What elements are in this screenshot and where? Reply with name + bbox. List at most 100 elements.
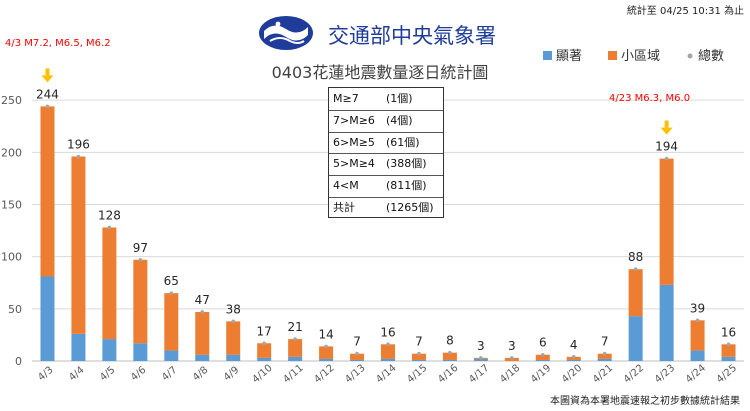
summary-label: M≥7 xyxy=(333,92,359,105)
bar-small-area xyxy=(350,353,365,360)
total-label: 3 xyxy=(477,339,485,353)
total-marker xyxy=(448,350,452,355)
x-tick-label: 4/7 xyxy=(160,365,179,384)
x-tick-label: 4/17 xyxy=(467,363,491,386)
total-marker xyxy=(107,225,112,230)
bar-notable xyxy=(690,350,705,361)
bars xyxy=(40,104,736,361)
bar-notable xyxy=(566,359,581,361)
bar-small-area xyxy=(133,259,148,344)
x-tick-label: 4/25 xyxy=(715,363,739,386)
total-label: 14 xyxy=(318,327,333,341)
total-marker xyxy=(231,319,236,324)
bar-small-area xyxy=(535,354,550,360)
total-marker xyxy=(200,310,205,314)
total-label: 128 xyxy=(98,208,121,222)
y-tick-label: 50 xyxy=(8,303,22,316)
chart-title: 0403花蓮地震數量逐日統計圖 xyxy=(272,63,489,82)
bar-notable xyxy=(319,358,334,361)
total-marker xyxy=(695,318,700,323)
x-tick-label: 4/20 xyxy=(560,363,584,386)
total-label: 7 xyxy=(415,335,423,349)
bar-notable xyxy=(473,358,488,361)
bar-notable xyxy=(597,358,612,361)
bar-small-area xyxy=(257,343,272,358)
total-marker xyxy=(726,342,731,347)
summary-value: (61個) xyxy=(386,135,420,149)
legend-label-notable: 顯著 xyxy=(556,49,582,64)
footer-note: 本圖資為本署地震速報之初步數據統計結果 xyxy=(550,396,740,407)
total-label: 8 xyxy=(446,334,454,348)
bar-small-area xyxy=(721,344,736,357)
total-marker xyxy=(293,337,297,341)
bar-notable xyxy=(71,333,86,361)
x-tick-label: 4/18 xyxy=(498,363,522,386)
summary-label: 6>M≥5 xyxy=(333,135,375,149)
total-label: 16 xyxy=(380,325,395,339)
bar-small-area xyxy=(411,353,426,360)
bar-notable xyxy=(102,339,117,361)
bar-small-area xyxy=(195,311,210,355)
bar-small-area xyxy=(597,353,612,359)
arrow-shaft xyxy=(45,68,50,76)
x-tick-label: 4/5 xyxy=(98,365,117,384)
bar-small-area xyxy=(319,346,334,359)
legend-marker-total xyxy=(687,53,693,59)
agency-name: 交通部中央氣象署 xyxy=(328,24,496,48)
arrow-head xyxy=(41,75,54,83)
bar-small-area xyxy=(628,269,643,317)
bar-small-area xyxy=(164,293,179,351)
x-tick-label: 4/6 xyxy=(129,365,148,384)
arrow-shaft xyxy=(664,120,669,128)
bar-notable xyxy=(350,359,365,361)
summary-row: M≥7 (1個) xyxy=(329,88,443,111)
summary-row: 4<M (811個) xyxy=(329,175,443,198)
total-marker xyxy=(664,156,669,161)
total-marker xyxy=(540,352,545,357)
summary-label: 7>M≥6 xyxy=(333,113,375,127)
bar-notable xyxy=(659,284,674,361)
cwa-logo-icon xyxy=(259,16,313,50)
total-marker xyxy=(633,267,638,271)
x-tick-label: 4/11 xyxy=(281,363,305,386)
total-marker xyxy=(417,351,421,356)
total-label: 88 xyxy=(628,250,643,264)
x-tick-label: 4/19 xyxy=(529,363,553,386)
summary-value: (4個) xyxy=(386,113,413,127)
total-marker xyxy=(355,351,359,356)
total-marker xyxy=(479,356,483,360)
y-tick-label: 100 xyxy=(1,251,22,264)
bar-small-area xyxy=(659,158,674,285)
summary-row-total: 共計 (1265個) xyxy=(329,197,443,219)
arrow-down-icon xyxy=(660,120,673,135)
bar-small-area xyxy=(690,320,705,351)
bar-small-area xyxy=(442,352,457,360)
x-tick-label: 4/9 xyxy=(222,365,241,384)
total-label: 7 xyxy=(353,335,361,349)
total-label: 16 xyxy=(721,325,736,339)
total-label: 3 xyxy=(508,339,516,353)
arrow-head xyxy=(660,127,673,135)
summary-value: (388個) xyxy=(386,157,427,171)
legend-swatch-small-area xyxy=(608,51,617,60)
y-axis-ticks: 0 50 100 150 200 250 xyxy=(1,94,22,368)
y-tick-label: 250 xyxy=(1,94,22,107)
summary-label: 4<M xyxy=(333,179,359,193)
x-axis-ticks: 4/3 4/4 4/5 4/6 4/7 4/8 4/9 4/10 4/11 4/12 4/13 4/1… xyxy=(36,363,739,386)
summary-value: (1265個) xyxy=(386,201,434,214)
bar-small-area xyxy=(71,156,86,334)
x-tick-label: 4/12 xyxy=(312,363,336,386)
legend-label-small-area: 小區域 xyxy=(621,49,660,64)
summary-row: 7>M≥6 (4個) xyxy=(329,110,443,133)
x-tick-label: 4/24 xyxy=(684,363,708,386)
summary-value: (811個) xyxy=(386,179,427,193)
x-tick-label: 4/8 xyxy=(191,365,210,384)
arrow-down-icon xyxy=(41,68,54,83)
x-tick-label: 4/13 xyxy=(343,363,367,386)
total-label: 244 xyxy=(36,87,59,101)
annotation-arrows xyxy=(41,68,673,135)
stats-until-note: 統計至 04/25 10:31 為止 xyxy=(626,6,744,17)
legend-label-total: 總數 xyxy=(698,48,724,64)
